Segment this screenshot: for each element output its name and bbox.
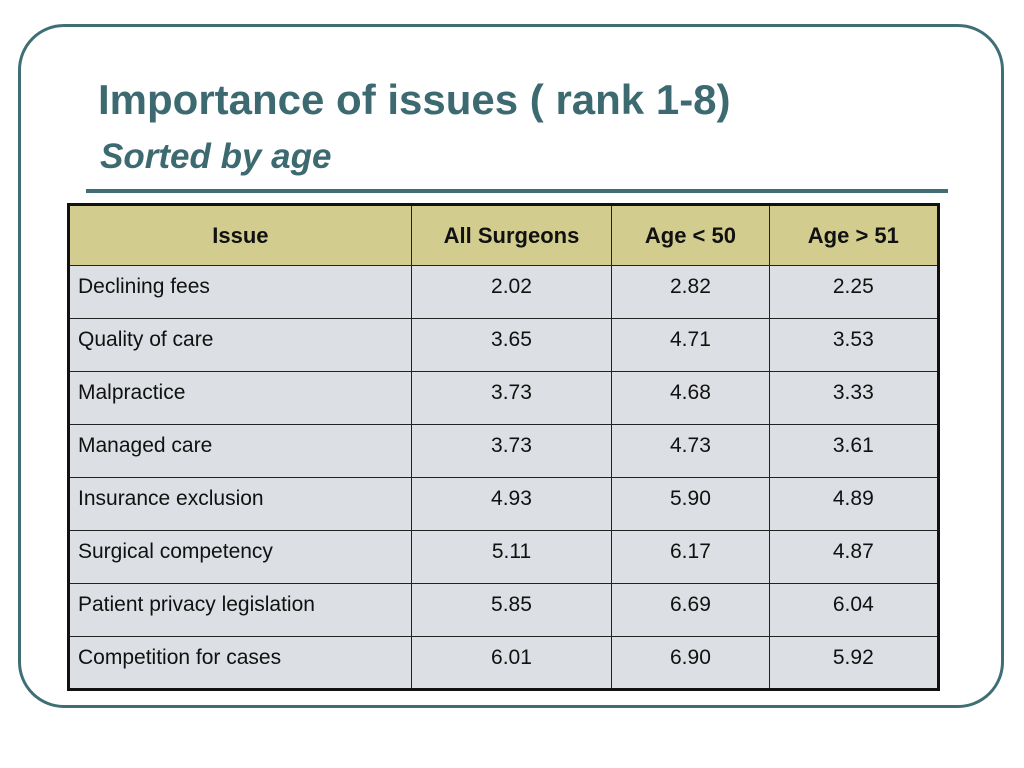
- slide-subtitle: Sorted by age: [100, 137, 332, 176]
- all-surgeons-cell: 3.65: [410, 318, 613, 372]
- all-surgeons-cell: 3.73: [410, 371, 613, 425]
- header-issue: Issue: [68, 204, 412, 266]
- all-surgeons-cell: 6.01: [410, 636, 613, 690]
- slide-title: Importance of issues ( rank 1-8): [98, 76, 731, 123]
- age-under-50-cell: 4.68: [611, 371, 770, 425]
- header-all-surgeons: All Surgeons: [410, 204, 613, 266]
- header-age-over-51: Age > 51: [768, 204, 940, 266]
- table-row: Managed care 3.73 4.73 3.61: [68, 424, 940, 478]
- age-under-50-cell: 6.90: [611, 636, 770, 690]
- age-over-51-cell: 4.89: [768, 477, 940, 531]
- title-divider: [86, 189, 948, 193]
- table-row: Declining fees 2.02 2.82 2.25: [68, 265, 940, 319]
- table-row: Insurance exclusion 4.93 5.90 4.89: [68, 477, 940, 531]
- table-row: Competition for cases 6.01 6.90 5.92: [68, 636, 940, 690]
- all-surgeons-cell: 5.85: [410, 583, 613, 637]
- issues-table: Issue All Surgeons Age < 50 Age > 51 Dec…: [67, 203, 940, 691]
- issue-cell: Managed care: [68, 424, 412, 478]
- age-under-50-cell: 5.90: [611, 477, 770, 531]
- age-over-51-cell: 6.04: [768, 583, 940, 637]
- age-over-51-cell: 3.61: [768, 424, 940, 478]
- age-over-51-cell: 2.25: [768, 265, 940, 319]
- issue-cell: Malpractice: [68, 371, 412, 425]
- all-surgeons-cell: 4.93: [410, 477, 613, 531]
- all-surgeons-cell: 5.11: [410, 530, 613, 584]
- table-row: Quality of care 3.65 4.71 3.53: [68, 318, 940, 372]
- slide-frame: [18, 24, 1004, 708]
- table-row: Patient privacy legislation 5.85 6.69 6.…: [68, 583, 940, 637]
- issue-cell: Patient privacy legislation: [68, 583, 412, 637]
- table-row: Malpractice 3.73 4.68 3.33: [68, 371, 940, 425]
- all-surgeons-cell: 3.73: [410, 424, 613, 478]
- age-under-50-cell: 4.73: [611, 424, 770, 478]
- issue-cell: Insurance exclusion: [68, 477, 412, 531]
- age-over-51-cell: 3.33: [768, 371, 940, 425]
- age-over-51-cell: 4.87: [768, 530, 940, 584]
- table-row: Surgical competency 5.11 6.17 4.87: [68, 530, 940, 584]
- issue-cell: Competition for cases: [68, 636, 412, 690]
- age-under-50-cell: 4.71: [611, 318, 770, 372]
- age-over-51-cell: 3.53: [768, 318, 940, 372]
- issue-cell: Surgical competency: [68, 530, 412, 584]
- age-under-50-cell: 6.69: [611, 583, 770, 637]
- issue-cell: Quality of care: [68, 318, 412, 372]
- age-over-51-cell: 5.92: [768, 636, 940, 690]
- table-header-row: Issue All Surgeons Age < 50 Age > 51: [68, 204, 940, 266]
- age-under-50-cell: 6.17: [611, 530, 770, 584]
- age-under-50-cell: 2.82: [611, 265, 770, 319]
- issue-cell: Declining fees: [68, 265, 412, 319]
- all-surgeons-cell: 2.02: [410, 265, 613, 319]
- header-age-under-50: Age < 50: [611, 204, 770, 266]
